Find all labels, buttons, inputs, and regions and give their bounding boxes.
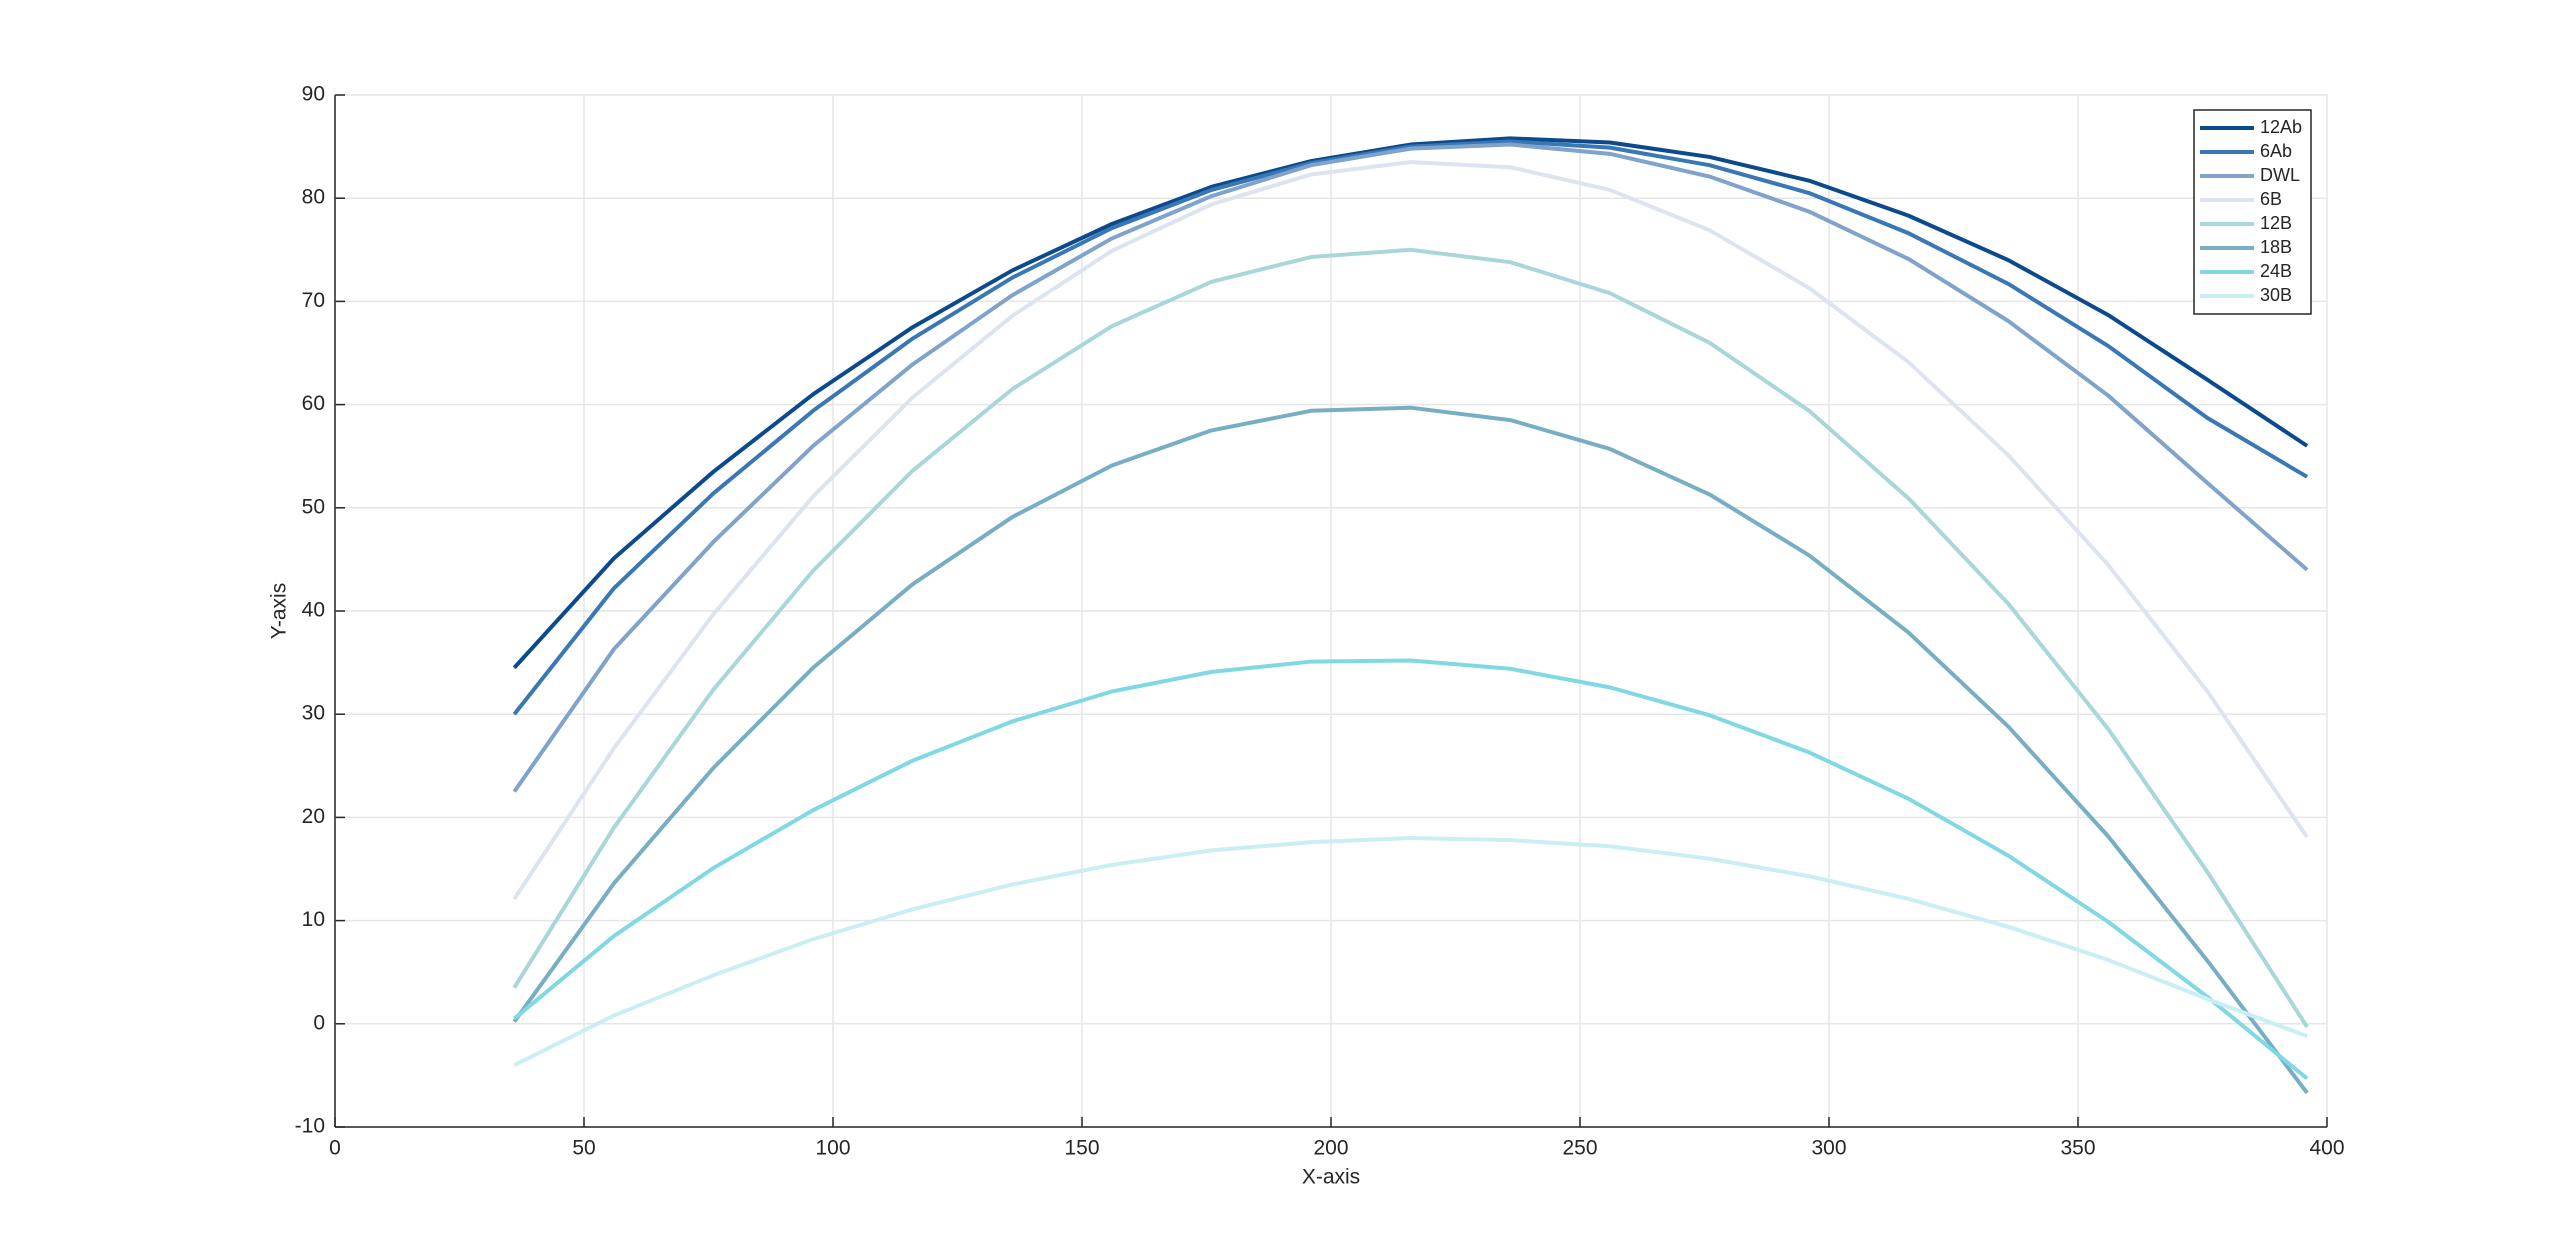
- legend-label: 6B: [2260, 189, 2282, 209]
- y-tick-label: 10: [302, 908, 325, 931]
- series-line: [512, 136, 2309, 670]
- legend-label: 12Ab: [2260, 117, 2302, 137]
- y-tick-label: 70: [302, 289, 325, 312]
- legend-label: 18B: [2260, 237, 2292, 257]
- legend: 12Ab 6Ab DWL 6B 12B 18B 24B 30B: [2193, 109, 2312, 315]
- x-tick-label: 350: [2060, 1137, 2095, 1160]
- x-tick-label: 0: [329, 1137, 341, 1160]
- x-tick-label: 50: [572, 1137, 595, 1160]
- legend-label: 30B: [2260, 285, 2292, 305]
- x-axis-label: X-axis: [1302, 1166, 1360, 1189]
- series-line: [512, 142, 2309, 793]
- y-tick-label: 80: [302, 186, 325, 209]
- series-line: [512, 247, 2309, 1028]
- legend-box: [2193, 109, 2312, 315]
- y-tick-label: 20: [302, 805, 325, 828]
- legend-label: 12B: [2260, 213, 2292, 233]
- y-tick-label: 50: [302, 495, 325, 518]
- series-line: [512, 160, 2309, 901]
- series-line: [513, 836, 2308, 1067]
- series-line: [512, 139, 2309, 716]
- y-tick-label: 90: [302, 83, 325, 106]
- legend-label: DWL: [2260, 165, 2300, 185]
- x-tick-label: 400: [2309, 1137, 2344, 1160]
- x-tick-label: 150: [1064, 1137, 1099, 1160]
- x-tick-label: 100: [815, 1137, 850, 1160]
- y-tick-label: 40: [302, 599, 325, 622]
- y-tick-label: 60: [302, 392, 325, 415]
- series-line: [512, 405, 2309, 1095]
- y-axis-label: Y-axis: [268, 583, 291, 639]
- x-tick-label: 200: [1313, 1137, 1348, 1160]
- legend-label: 24B: [2260, 261, 2292, 281]
- y-tick-label: -10: [295, 1115, 325, 1138]
- y-tick-label: 0: [313, 1011, 325, 1034]
- x-tick-label: 250: [1562, 1137, 1597, 1160]
- y-tick-label: 30: [302, 702, 325, 725]
- legend-label: 6Ab: [2260, 141, 2292, 161]
- series-line: [513, 658, 2309, 1081]
- x-tick-label: 300: [1811, 1137, 1846, 1160]
